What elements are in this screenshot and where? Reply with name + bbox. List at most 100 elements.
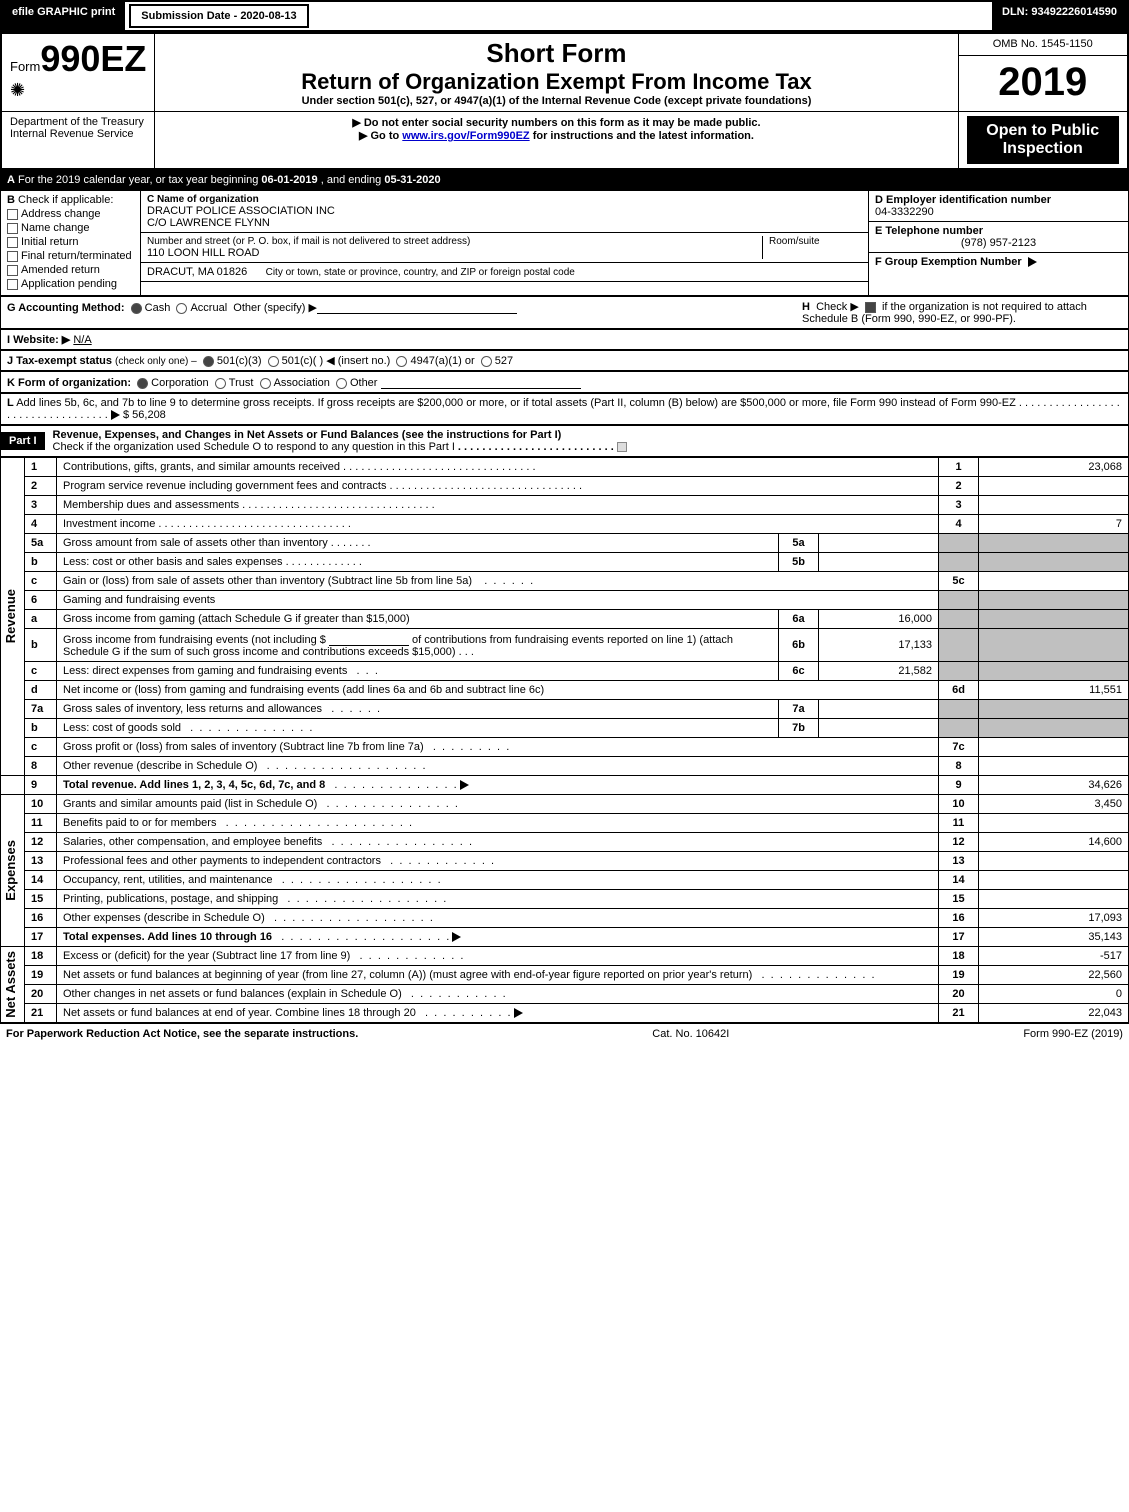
form-reference: Form 990-EZ (2019): [1023, 1028, 1123, 1040]
other-method-label: Other (specify) ▶: [233, 302, 317, 314]
schedule-o-checkbox[interactable]: [617, 442, 627, 452]
table-row: 5a Gross amount from sale of assets othe…: [1, 534, 1129, 553]
cash-radio[interactable]: [131, 303, 142, 314]
shaded-cell: [939, 629, 979, 662]
efile-print-button[interactable]: efile GRAPHIC print: [2, 2, 127, 30]
line-box: 5c: [939, 572, 979, 591]
association-radio[interactable]: [260, 378, 271, 389]
application-pending-checkbox[interactable]: [7, 279, 18, 290]
section-h-check-label: Check ▶: [816, 301, 859, 313]
table-row: 15 Printing, publications, postage, and …: [1, 890, 1129, 909]
line-amount: 23,068: [979, 458, 1129, 477]
501c-label: 501(c)( ): [282, 355, 324, 367]
line-desc: Membership dues and assessments: [63, 499, 239, 511]
trust-radio[interactable]: [215, 378, 226, 389]
line-desc: Net income or (loss) from gaming and fun…: [63, 684, 544, 696]
table-row: 14 Occupancy, rent, utilities, and maint…: [1, 871, 1129, 890]
arrow-icon: [111, 410, 120, 420]
line-num: 7a: [25, 700, 57, 719]
table-row: b Gross income from fundraising events (…: [1, 629, 1129, 662]
address-change-checkbox[interactable]: [7, 209, 18, 220]
sub-box: 6b: [779, 629, 819, 662]
table-row: 9 Total revenue. Add lines 1, 2, 3, 4, 5…: [1, 776, 1129, 795]
accrual-radio[interactable]: [176, 303, 187, 314]
line-a-tax-year: A For the 2019 calendar year, or tax yea…: [0, 170, 1129, 190]
line-desc: Less: cost or other basis and sales expe…: [63, 556, 283, 568]
table-row: 8 Other revenue (describe in Schedule O)…: [1, 757, 1129, 776]
table-row: 3 Membership dues and assessments 3: [1, 496, 1129, 515]
shaded-cell: [979, 591, 1129, 610]
cash-label: Cash: [145, 302, 171, 314]
org-name: DRACUT POLICE ASSOCIATION INC: [147, 205, 862, 217]
section-b-checkboxes: B Check if applicable: Address change Na…: [1, 191, 141, 295]
table-row: 20 Other changes in net assets or fund b…: [1, 985, 1129, 1004]
omb-number: OMB No. 1545-1150: [958, 33, 1128, 55]
table-row: d Net income or (loss) from gaming and f…: [1, 681, 1129, 700]
section-c-label: C Name of organization: [147, 194, 259, 205]
section-c-org: C Name of organization DRACUT POLICE ASS…: [141, 191, 868, 295]
line-amount: 22,043: [979, 1004, 1129, 1023]
table-row: b Less: cost of goods sold . . . . . . .…: [1, 719, 1129, 738]
line-amount: 0: [979, 985, 1129, 1004]
line-num: 18: [25, 947, 57, 966]
line-desc: Professional fees and other payments to …: [63, 855, 381, 867]
501c3-radio[interactable]: [203, 356, 214, 367]
shaded-cell: [979, 553, 1129, 572]
table-row: Net Assets 18 Excess or (deficit) for th…: [1, 947, 1129, 966]
final-return-checkbox[interactable]: [7, 251, 18, 262]
check-one-note: (check only one) –: [115, 356, 197, 367]
line-amount: [979, 757, 1129, 776]
other-org-radio[interactable]: [336, 378, 347, 389]
sub-amount: [819, 553, 939, 572]
group-exemption-label: F Group Exemption Number: [875, 256, 1022, 268]
sub-amount: 17,133: [819, 629, 939, 662]
name-change-checkbox[interactable]: [7, 223, 18, 234]
line-desc: Gross income from gaming (attach Schedul…: [63, 613, 410, 625]
open-to-public-badge: Open to Public Inspection: [967, 116, 1120, 164]
org-care-of: C/O LAWRENCE FLYNN: [147, 217, 862, 229]
other-method-field[interactable]: [317, 300, 517, 314]
other-org-label: Other: [350, 377, 378, 389]
corporation-radio[interactable]: [137, 378, 148, 389]
initial-return-checkbox[interactable]: [7, 237, 18, 248]
line-desc: Other expenses (describe in Schedule O): [63, 912, 265, 924]
table-row: a Gross income from gaming (attach Sched…: [1, 610, 1129, 629]
527-radio[interactable]: [481, 356, 492, 367]
shaded-cell: [979, 534, 1129, 553]
line-num: 3: [25, 496, 57, 515]
top-bar: efile GRAPHIC print Submission Date - 20…: [0, 0, 1129, 32]
4947-radio[interactable]: [396, 356, 407, 367]
line-desc: Gross amount from sale of assets other t…: [63, 537, 328, 549]
sub-box: 6a: [779, 610, 819, 629]
table-row: c Less: direct expenses from gaming and …: [1, 662, 1129, 681]
initial-return-label: Initial return: [21, 236, 78, 248]
line-desc: Benefits paid to or for members: [63, 817, 216, 829]
section-h-label: H: [802, 301, 810, 313]
line-num: 15: [25, 890, 57, 909]
irs-link[interactable]: www.irs.gov/Form990EZ: [402, 130, 529, 142]
form-number-block: Form990EZ: [10, 38, 146, 80]
website-label: I Website: ▶: [7, 334, 70, 346]
org-info-block: B Check if applicable: Address change Na…: [0, 190, 1129, 296]
table-row: 13 Professional fees and other payments …: [1, 852, 1129, 871]
part-1-label: Part I: [1, 432, 45, 450]
fundraising-amount-field[interactable]: [329, 632, 409, 646]
line-num: 9: [25, 776, 57, 795]
line-amount: [979, 890, 1129, 909]
other-org-field[interactable]: [381, 375, 581, 389]
amended-return-checkbox[interactable]: [7, 265, 18, 276]
501c-radio[interactable]: [268, 356, 279, 367]
line-box: 17: [939, 928, 979, 947]
schedule-b-checkbox[interactable]: [865, 302, 876, 313]
address-change-label: Address change: [21, 208, 101, 220]
arrow-icon: [460, 780, 469, 790]
irs-label: Internal Revenue Service: [10, 128, 146, 140]
line-box: 11: [939, 814, 979, 833]
paperwork-notice: For Paperwork Reduction Act Notice, see …: [6, 1028, 358, 1040]
line-num: 16: [25, 909, 57, 928]
city-label: City or town, state or province, country…: [266, 267, 575, 278]
phone-value: (978) 957-2123: [875, 237, 1122, 249]
line-num: d: [25, 681, 57, 700]
line-amount: [979, 852, 1129, 871]
page-footer: For Paperwork Reduction Act Notice, see …: [0, 1023, 1129, 1044]
